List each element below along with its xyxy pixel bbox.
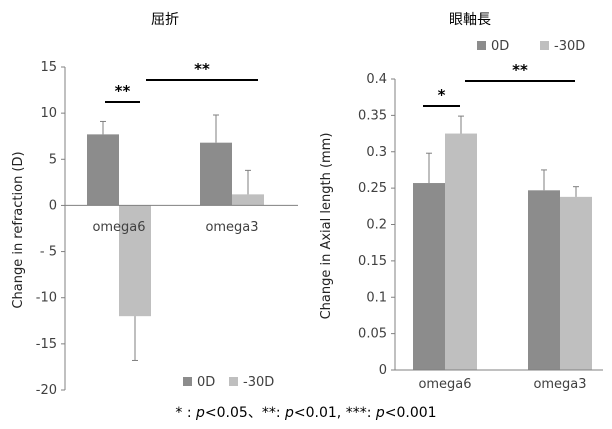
left-bar-omega3-0D (200, 142, 232, 206)
left-significance-label-between: ** (194, 60, 210, 78)
footnote-part-3: <0.01, ***: (294, 405, 376, 421)
footnote-part-4: <0.001 (385, 405, 437, 421)
refraction-chart: 屈折 Change in refraction (D) 15 10 5 0 - 5 -10… (11, 12, 298, 398)
axial-length-chart-title: 眼軸長 (449, 12, 491, 28)
footnote-part-1: * : (175, 405, 196, 421)
left-y-tick-label: -20 (36, 383, 57, 398)
refraction-x-tick-labels: omega6 omega3 (92, 220, 258, 235)
right-bar-omega6-0D (413, 183, 445, 370)
left-legend-swatch--30D (229, 377, 238, 386)
right-bar-omega3-0D (528, 190, 560, 370)
left-y-tick-label: 5 (49, 152, 57, 167)
left-y-tick-label: - 5 (40, 245, 57, 260)
left-bar-omega6-0D (87, 134, 119, 206)
axial-length-bars (413, 115, 592, 370)
right-y-tick-label: 0.35 (358, 108, 387, 123)
left-legend-swatch-0D (183, 377, 192, 386)
right-legend-swatch-0D (477, 41, 486, 50)
right-bar-omega6--30D (445, 133, 477, 370)
left-y-tick-label: 10 (40, 106, 57, 121)
right-significance-label-between: ** (512, 61, 528, 79)
right-y-tick-label: 0.05 (358, 327, 387, 342)
axial-length-legend: 0D -30D (477, 39, 585, 54)
axial-length-chart: 眼軸長 Change in Axial length (mm) 0.40.350… (319, 12, 603, 392)
refraction-y-axis-label: Change in refraction (D) (11, 151, 26, 308)
refraction-legend: 0D -30D (183, 375, 274, 390)
right-x-tick-label-omega6: omega6 (418, 377, 471, 392)
axial-length-y-ticks: 0.4 0.35 0.3 0.25 0.2 0.15 0.1 0.05 0 (358, 72, 395, 378)
right-y-tick-label: 0.2 (366, 218, 387, 233)
left-y-tick-label: -15 (36, 337, 57, 352)
left-significance-label-within: ** (115, 82, 131, 100)
axial-length-axes (394, 79, 603, 371)
left-legend-label--30D: -30D (243, 375, 274, 390)
axial-length-y-axis-label: Change in Axial length (mm) (319, 133, 334, 320)
right-significance-label-within: * (438, 86, 446, 104)
axial-length-significance: *** (423, 61, 575, 107)
right-y-tick-label: 0 (379, 363, 387, 378)
right-y-tick-label: 0.25 (358, 181, 387, 196)
footnote-part-2: <0.05、**: (205, 405, 285, 421)
footnote-p-2: p (284, 405, 294, 421)
left-x-tick-label-omega6: omega6 (92, 220, 145, 235)
left-y-tick-label: 15 (40, 60, 57, 75)
footnote-p-3: p (375, 405, 385, 421)
refraction-y-ticks: 15 10 5 0 - 5 -10 -15 -20 (36, 60, 65, 398)
right-y-tick-label: 0.1 (366, 290, 387, 305)
right-y-tick-label: 0.4 (366, 72, 387, 87)
left-bar-omega3--30D (232, 194, 264, 206)
refraction-significance: ** ** (105, 60, 258, 103)
right-bar-omega3--30D (560, 196, 592, 370)
left-bar-omega6--30D (119, 205, 151, 317)
right-legend-label-0D: 0D (491, 39, 509, 54)
refraction-axes (64, 67, 298, 390)
right-legend-label--30D: -30D (554, 39, 585, 54)
axial-length-x-tick-labels: omega6 omega3 (418, 377, 586, 392)
right-x-tick-label-omega3: omega3 (533, 377, 586, 392)
significance-footnote: * : p<0.05、**: p<0.01, ***: p<0.001 (175, 405, 436, 421)
left-x-tick-label-omega3: omega3 (205, 220, 258, 235)
left-legend-label-0D: 0D (197, 375, 215, 390)
left-y-tick-label: -10 (36, 291, 57, 306)
right-legend-swatch--30D (540, 41, 549, 50)
right-y-tick-label: 0.3 (366, 145, 387, 160)
footnote-p-1: p (195, 405, 205, 421)
left-y-tick-label: 0 (49, 198, 57, 213)
refraction-chart-title: 屈折 (151, 12, 179, 28)
right-y-tick-label: 0.15 (358, 254, 387, 269)
refraction-bars (87, 114, 264, 361)
